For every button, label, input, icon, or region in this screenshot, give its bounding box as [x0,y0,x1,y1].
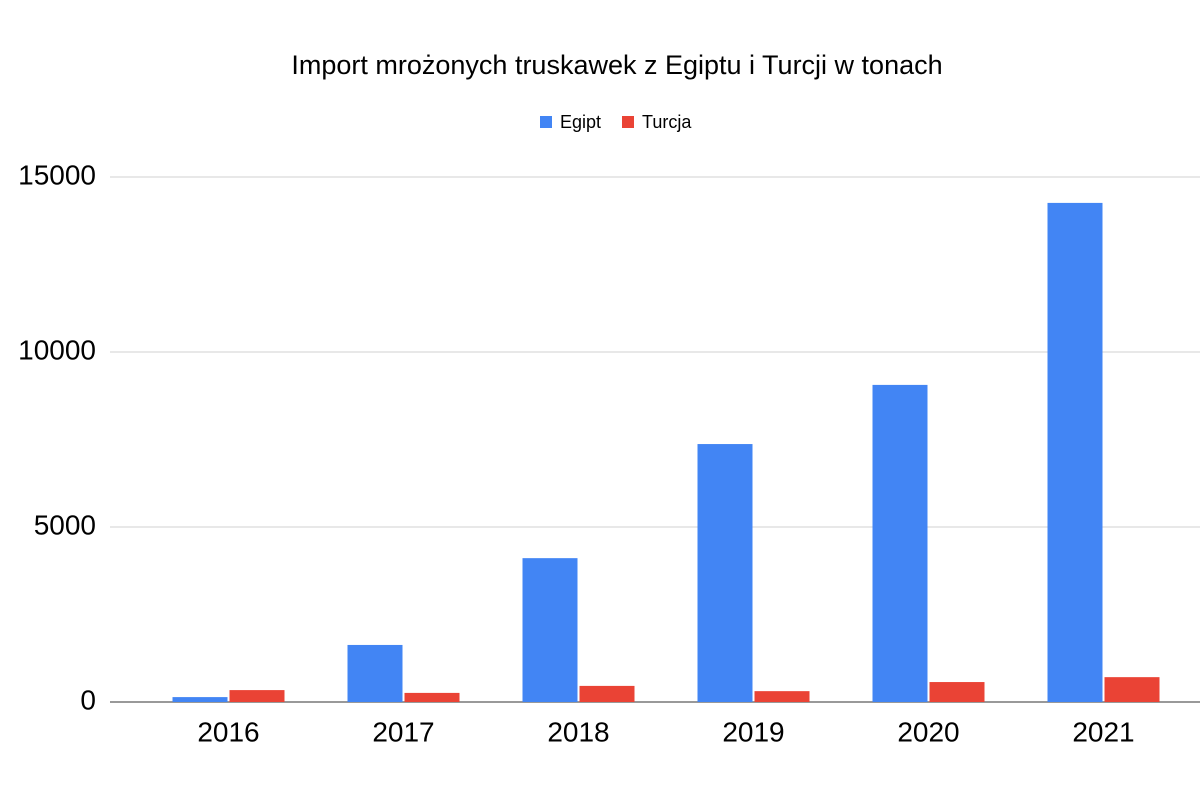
x-tick-label: 2021 [1072,716,1134,747]
legend-swatch [622,116,634,128]
x-tick-label: 2018 [547,716,609,747]
x-tick-label: 2019 [722,716,784,747]
bar [929,682,985,702]
x-tick-label: 2016 [197,716,259,747]
bar [1104,677,1160,702]
y-tick-label: 5000 [34,509,96,540]
bar [522,558,578,702]
y-tick-label: 10000 [18,334,96,365]
bar [404,692,460,702]
bar [579,685,635,702]
x-tick-label: 2017 [372,716,434,747]
bar [347,644,403,702]
y-tick-label: 0 [80,684,96,715]
legend-swatch [540,116,552,128]
bar [697,444,753,702]
legend-label: Egipt [560,112,601,132]
y-tick-label: 15000 [18,159,96,190]
legend-label: Turcja [642,112,692,132]
x-tick-label: 2020 [897,716,959,747]
chart-title: Import mrożonych truskawek z Egiptu i Tu… [291,50,942,80]
bar [754,691,810,702]
bar [229,690,285,702]
bar [1047,202,1103,702]
bar [872,384,928,702]
bar [172,697,228,702]
